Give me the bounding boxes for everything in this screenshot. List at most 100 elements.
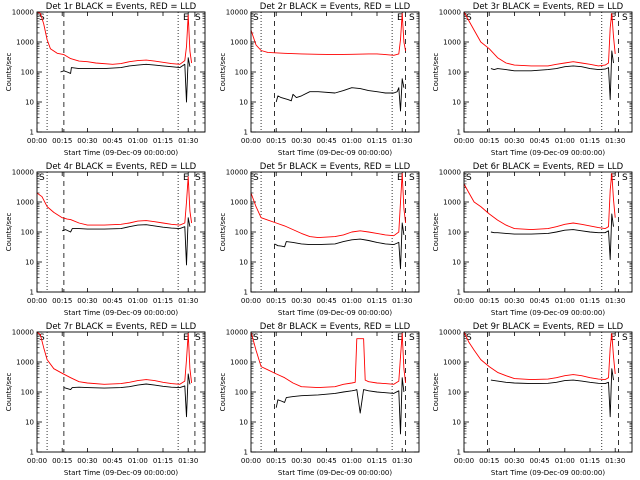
end-marker-label: E — [397, 173, 403, 183]
y-tick-label: 10000 — [439, 9, 461, 17]
y-tick-label: 10 — [25, 259, 34, 267]
panel-title: Det 6r BLACK = Events, RED = LLD — [473, 162, 624, 172]
y-tick-label: 10000 — [226, 9, 248, 17]
panel-7: Det 7r BLACK = Events, RED = LLD Start Ti… — [5, 322, 206, 477]
end-marker-label: E — [183, 173, 189, 183]
start-marker-label: S — [622, 333, 628, 343]
x-tick-label: 01:15 — [153, 297, 173, 305]
x-tick-label: 01:15 — [367, 297, 387, 305]
panel-title: Det 3r BLACK = Events, RED = LLD — [473, 2, 624, 12]
plot-frame — [250, 331, 420, 453]
x-tick-label: 00:30 — [291, 297, 311, 305]
y-tick-label: 1000 — [16, 359, 34, 367]
x-tick-label: 01:00 — [342, 297, 362, 305]
y-axis-label: Counts/sec — [432, 53, 440, 92]
x-tick-label: 01:00 — [128, 137, 148, 145]
y-tick-label: 10 — [239, 99, 248, 107]
x-tick-label: 00:45 — [103, 457, 123, 465]
x-tick-label: 01:00 — [342, 137, 362, 145]
y-tick-label: 10 — [452, 259, 461, 267]
x-tick-label: 00:15 — [52, 137, 72, 145]
x-tick-label: 00:00 — [454, 297, 474, 305]
x-tick-label: 01:30 — [392, 457, 412, 465]
x-tick-label: 00:45 — [317, 137, 337, 145]
plot-frame — [463, 171, 633, 293]
y-tick-label: 1000 — [443, 199, 461, 207]
x-tick-label: 00:15 — [266, 297, 286, 305]
start-marker-label: S — [253, 333, 259, 343]
series-line-lld — [250, 172, 407, 239]
y-axis-label: Counts/sec — [219, 373, 227, 412]
x-tick-label: 01:00 — [555, 297, 575, 305]
y-axis-label: Counts/sec — [5, 53, 13, 92]
x-tick-label: 00:30 — [77, 457, 97, 465]
start-marker-label: S — [466, 173, 472, 183]
x-tick-label: 00:45 — [530, 297, 550, 305]
x-tick-label: 00:15 — [52, 457, 72, 465]
y-tick-label: 10 — [452, 419, 461, 427]
x-tick-label: 00:00 — [241, 457, 261, 465]
panel-title: Det 7r BLACK = Events, RED = LLD — [46, 322, 197, 332]
start-marker-label: S — [39, 173, 45, 183]
series-line-events — [63, 373, 191, 418]
end-marker-label: E — [397, 333, 403, 343]
y-tick-label: 1000 — [230, 39, 248, 47]
series-line-lld — [250, 331, 407, 389]
x-axis-label: Start Time (09-Dec-09 00:00:00) — [491, 469, 605, 477]
panel-8: Det 8r BLACK = Events, RED = LLD Start Ti… — [219, 322, 420, 477]
y-tick-label: 10000 — [12, 169, 34, 177]
start-marker-label: S — [195, 333, 201, 343]
plot-frame — [250, 11, 420, 133]
panel-5: Det 5r BLACK = Events, RED = LLD Start Ti… — [219, 162, 420, 317]
x-tick-label: 01:15 — [580, 457, 600, 465]
y-tick-label: 1 — [30, 289, 34, 297]
x-tick-label: 01:30 — [178, 297, 198, 305]
x-axis-label: Start Time (09-Dec-09 00:00:00) — [64, 469, 178, 477]
series-line-events — [490, 368, 614, 418]
y-tick-label: 1 — [457, 449, 461, 457]
y-tick-label: 10000 — [12, 9, 34, 17]
x-tick-label: 01:30 — [178, 137, 198, 145]
y-axis-label: Counts/sec — [219, 53, 227, 92]
x-tick-label: 00:15 — [266, 457, 286, 465]
end-marker-label: E — [397, 13, 403, 23]
x-axis-label: Start Time (09-Dec-09 00:00:00) — [491, 309, 605, 317]
y-tick-label: 100 — [235, 389, 248, 397]
x-tick-label: 01:15 — [580, 137, 600, 145]
series-line-lld — [463, 172, 616, 231]
series-line-lld — [36, 176, 193, 226]
start-marker-label: S — [466, 13, 472, 23]
x-tick-label: 00:30 — [77, 137, 97, 145]
x-tick-label: 00:00 — [27, 297, 47, 305]
x-tick-label: 01:30 — [605, 457, 625, 465]
y-tick-label: 10 — [239, 419, 248, 427]
start-marker-label: S — [409, 13, 415, 23]
y-tick-label: 1 — [244, 129, 248, 137]
x-tick-label: 00:00 — [241, 297, 261, 305]
panel-3: Det 3r BLACK = Events, RED = LLD Start Ti… — [432, 2, 633, 157]
y-tick-label: 1 — [30, 129, 34, 137]
panel-title: Det 5r BLACK = Events, RED = LLD — [260, 162, 411, 172]
start-marker-label: S — [253, 13, 259, 23]
series-line-lld — [36, 11, 193, 65]
y-axis-label: Counts/sec — [219, 213, 227, 252]
series-line-events — [275, 78, 405, 112]
end-marker-label: E — [183, 333, 189, 343]
y-tick-label: 10 — [25, 99, 34, 107]
start-marker-label: S — [409, 173, 415, 183]
end-marker-label: E — [183, 13, 189, 23]
panel-1: Det 1r BLACK = Events, RED = LLD Start Ti… — [5, 2, 206, 157]
y-tick-label: 100 — [448, 229, 461, 237]
series-line-events — [490, 213, 614, 261]
x-tick-label: 01:15 — [153, 457, 173, 465]
y-axis-label: Counts/sec — [5, 213, 13, 252]
series-line-events — [274, 222, 405, 270]
series-line-lld — [463, 331, 616, 381]
series-line-events — [60, 57, 191, 103]
end-marker-label: E — [610, 333, 616, 343]
end-marker-label: E — [610, 13, 616, 23]
x-tick-label: 00:45 — [317, 457, 337, 465]
series-line-events — [490, 50, 614, 101]
x-tick-label: 01:30 — [392, 137, 412, 145]
start-marker-label: S — [622, 13, 628, 23]
